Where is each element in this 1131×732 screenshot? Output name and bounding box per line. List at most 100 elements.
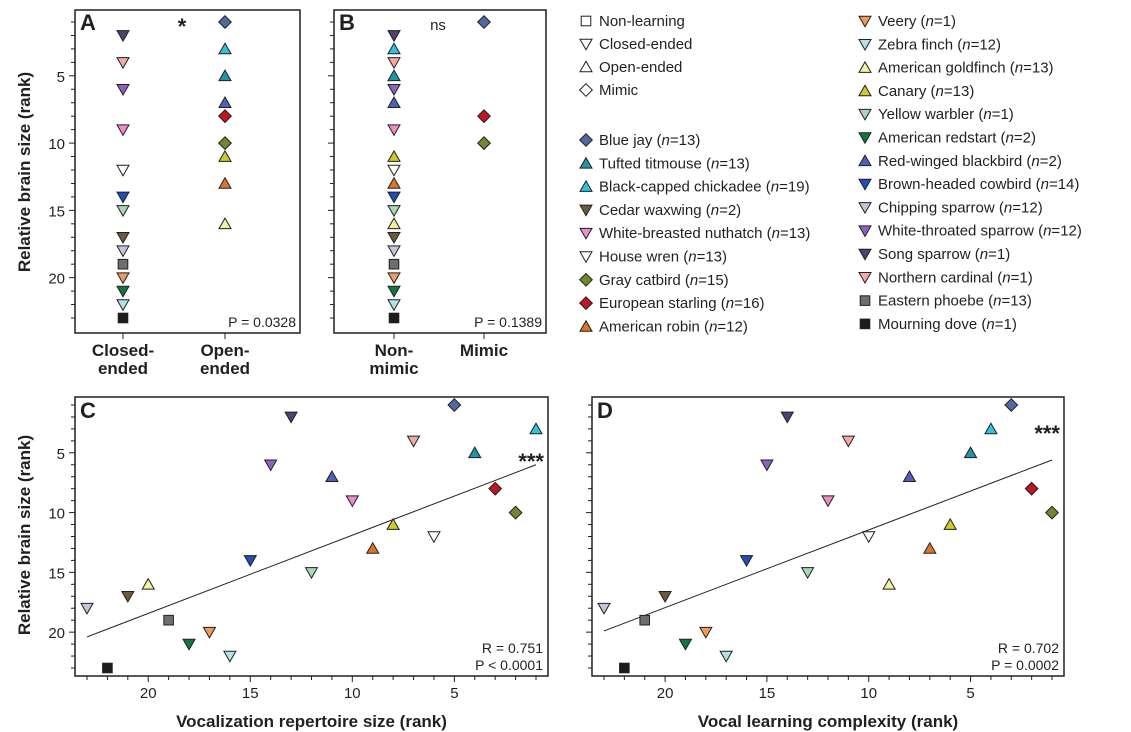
data-point (597, 602, 611, 615)
legend-label: Cedar waxwing (n=2) (599, 202, 741, 219)
legend-marker (859, 295, 871, 306)
legend-label: Mourning dove (n=1) (878, 316, 1017, 333)
x-axis-label: Vocalization repertoire size (rank) (176, 712, 447, 731)
legend-marker (858, 225, 872, 238)
panel-a: A *P = 0.03285101520Closed-endedOpen-ende… (15, 9, 301, 378)
y-tick-label: 5 (57, 446, 65, 463)
y-tick-label: 15 (48, 565, 65, 582)
data-point (698, 626, 713, 639)
data-point (218, 176, 232, 189)
species-name: Yellow warbler (878, 106, 974, 123)
legend-label: Northern cardinal (n=1) (878, 269, 1033, 286)
sample-size: 14 (1058, 176, 1075, 193)
data-point (116, 299, 130, 312)
legend-label: Veery (n=1) (878, 13, 956, 30)
x-tick-label: 10 (344, 685, 361, 702)
data-point (120, 590, 135, 603)
data-point (263, 459, 278, 472)
x-tick-label: 15 (242, 685, 259, 702)
x-tick-label: 10 (860, 685, 877, 702)
p-value: P = 0.0002 (991, 657, 1059, 673)
legend-label: American goldfinch (n=13) (878, 60, 1054, 77)
species-name: American redstart (878, 130, 997, 147)
species-name: House wren (599, 249, 679, 266)
legend-marker (858, 15, 872, 28)
legend-marker (579, 251, 593, 264)
data-point (922, 541, 937, 554)
data-point (678, 638, 693, 651)
plot-frame (74, 396, 549, 677)
legend-label: White-throated sparrow (n=12) (878, 223, 1082, 240)
x-tick-label: 20 (657, 685, 674, 702)
legend-label: Open-ended (599, 59, 682, 76)
data-point (841, 435, 856, 448)
data-point (387, 285, 401, 298)
data-point (116, 30, 130, 43)
y-tick-label: 15 (48, 203, 65, 220)
data-point (476, 109, 492, 124)
sample-size: 13 (1032, 60, 1049, 77)
data-point (388, 312, 400, 324)
data-point (345, 495, 360, 508)
sample-size: 13 (728, 155, 745, 172)
r-value: R = 0.751 (482, 640, 543, 656)
species-name: Canary (878, 83, 927, 100)
data-point (476, 14, 492, 30)
x-category-label: Open- (200, 341, 249, 360)
legend-marker (579, 60, 593, 73)
legend-marker (859, 318, 871, 330)
data-point (387, 245, 401, 258)
data-point (984, 422, 998, 435)
data-point (387, 217, 401, 230)
species-name: Red-winged blackbird (878, 153, 1022, 170)
legend-marker (858, 154, 872, 167)
x-category-label: Non- (375, 341, 414, 360)
species-name: Chipping sparrow (878, 199, 995, 216)
data-point (902, 470, 917, 483)
species-name: White-breasted nuthatch (599, 225, 762, 242)
sample-size: 13 (705, 249, 722, 266)
sample-size: 13 (1010, 293, 1027, 310)
significance-label: * (178, 14, 187, 39)
data-point (163, 614, 174, 626)
data-point (821, 495, 835, 508)
significance-label: *** (1034, 421, 1060, 446)
data-point (639, 614, 651, 626)
data-point (387, 205, 401, 218)
data-point (284, 411, 298, 424)
data-point (218, 69, 232, 82)
data-point (508, 505, 523, 520)
sample-size: 2 (1049, 153, 1057, 170)
y-tick-label: 5 (57, 69, 65, 86)
p-value: P = 0.1389 (474, 314, 542, 330)
sample-size: 13 (789, 225, 806, 242)
legend-label: American robin (n=12) (599, 318, 748, 335)
species-name: Veery (878, 13, 917, 30)
sample-size: 12 (726, 318, 743, 335)
legend-label: White-breasted nuthatch (n=13) (599, 225, 810, 242)
sample-size: 1 (1019, 269, 1027, 286)
data-point (658, 590, 672, 603)
x-tick-label: 20 (140, 685, 157, 702)
species-name: Song sparrow (878, 246, 971, 263)
legend-marker (579, 227, 593, 240)
data-point (325, 470, 339, 483)
legend-marker (578, 82, 594, 98)
legend-marker (579, 204, 593, 217)
panel-letter: D (597, 398, 613, 423)
data-point (218, 217, 232, 230)
sample-size: 2 (1023, 130, 1031, 147)
regression-line (603, 459, 1053, 632)
data-point (217, 109, 233, 124)
species-name: Tufted titmouse (599, 155, 702, 172)
sample-size: 15 (707, 272, 724, 289)
legend-marker (858, 202, 872, 215)
legend-label: Brown-headed cowbird (n=14) (878, 176, 1079, 193)
legend-marker (580, 15, 592, 27)
legend-label: American redstart (n=2) (878, 130, 1036, 147)
sample-size: 19 (788, 179, 805, 196)
species-name: American robin (599, 318, 700, 335)
y-axis-label: Relative brain size (rank) (15, 72, 34, 272)
legend-label: Blue jay (n=13) (599, 132, 700, 149)
sample-size: 2 (728, 202, 736, 219)
